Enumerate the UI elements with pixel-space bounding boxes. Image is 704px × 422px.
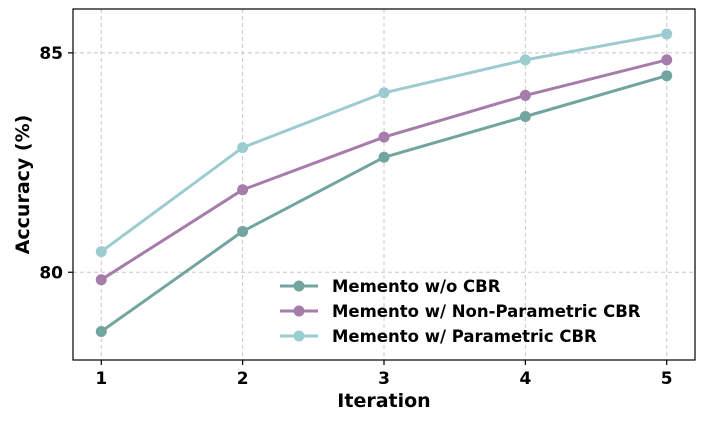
legend-item-2: Memento w/ Non-Parametric CBR — [280, 302, 641, 321]
x-tick-label-1: 1 — [95, 369, 107, 389]
legend-label-2: Memento w/ Non-Parametric CBR — [332, 302, 641, 321]
legend-item-3: Memento w/ Parametric CBR — [280, 327, 597, 346]
legend-swatch-marker-3 — [293, 330, 305, 342]
y-tick-label-1: 80 — [39, 263, 63, 283]
series-2 — [95, 54, 673, 286]
data-point-s1-x4 — [519, 110, 531, 122]
data-point-s3-x5 — [661, 28, 673, 40]
x-tick-label-5: 5 — [661, 369, 673, 389]
legend-label-1: Memento w/o CBR — [332, 277, 501, 296]
legend-item-1: Memento w/o CBR — [280, 277, 501, 296]
x-tick-label-2: 2 — [237, 369, 249, 389]
x-axis-ticks: 1 2 3 4 5 — [95, 360, 673, 389]
legend: Memento w/o CBR Memento w/ Non-Parametric… — [280, 277, 641, 346]
data-point-s1-x2 — [237, 225, 249, 237]
legend-swatch-marker-2 — [293, 305, 305, 317]
x-axis-label: Iteration — [337, 390, 430, 412]
data-point-s3-x3 — [378, 87, 390, 99]
x-tick-label-4: 4 — [519, 369, 531, 389]
data-point-s1-x5 — [661, 70, 673, 82]
data-point-s1-x3 — [378, 151, 390, 163]
legend-swatch-marker-1 — [293, 280, 305, 292]
y-tick-label-2: 85 — [39, 44, 63, 64]
data-point-s2-x2 — [237, 184, 249, 196]
data-point-s3-x2 — [237, 142, 249, 154]
data-point-s2-x5 — [661, 54, 673, 66]
x-tick-label-3: 3 — [378, 369, 390, 389]
legend-label-3: Memento w/ Parametric CBR — [332, 327, 597, 346]
y-axis-ticks: 80 85 — [39, 44, 73, 283]
series-layer — [95, 28, 673, 337]
data-point-s2-x3 — [378, 131, 390, 143]
series-1 — [95, 70, 673, 337]
data-point-s2-x1 — [95, 274, 107, 286]
data-point-s2-x4 — [519, 89, 531, 101]
data-point-s3-x4 — [519, 54, 531, 66]
y-axis-label: Accuracy (%) — [12, 115, 34, 255]
series-3 — [95, 28, 673, 258]
data-point-s1-x1 — [95, 325, 107, 337]
data-point-s3-x1 — [95, 246, 107, 258]
